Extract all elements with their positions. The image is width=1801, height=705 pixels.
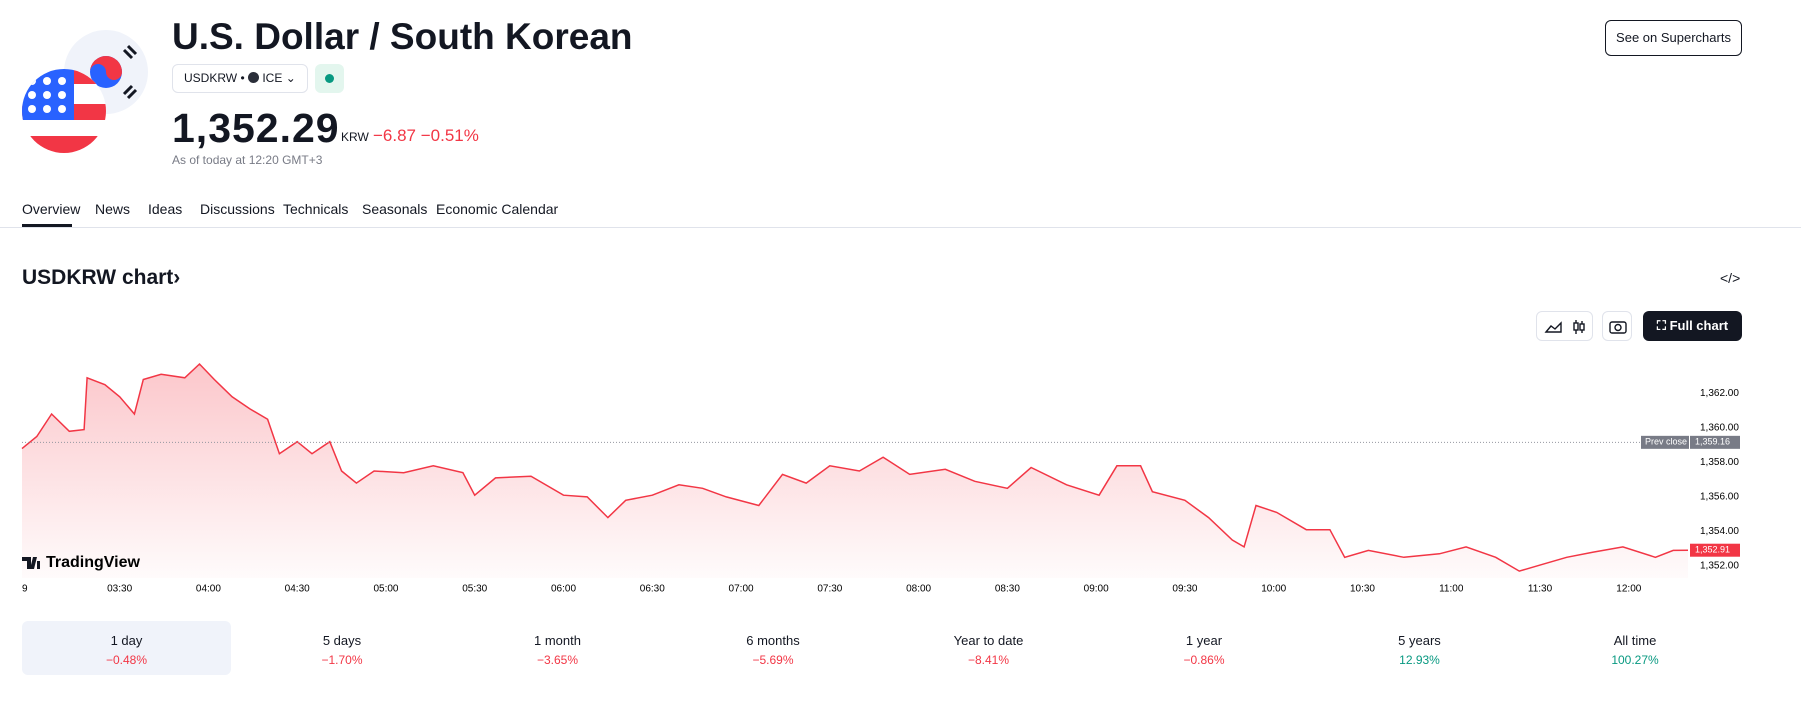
period-card[interactable]: 6 months −5.69% (669, 621, 878, 675)
period-value: 12.93% (1399, 653, 1440, 667)
chart-style-buttons[interactable] (1536, 311, 1593, 341)
period-label: 1 year (1185, 633, 1223, 648)
y-tick-label: 1,354.00 (1700, 526, 1739, 537)
period-card[interactable]: 5 years 12.93% (1315, 621, 1524, 675)
period-label: Year to date (953, 633, 1024, 648)
x-tick-label: 09:00 (1084, 584, 1109, 595)
prev-close-name: Prev close (1645, 437, 1687, 447)
change-percent: −0.51% (420, 126, 479, 145)
tab-underline (22, 224, 72, 227)
x-tick-label: 11:00 (1439, 584, 1464, 595)
x-tick-label: 06:00 (551, 584, 576, 595)
symbol-pill[interactable]: USDKRW • ICE ⌄ (172, 64, 308, 93)
full-chart-button[interactable]: ⛶ Full chart (1643, 311, 1742, 341)
tab[interactable]: Economic Calendar (436, 201, 559, 217)
period-value: −3.65% (536, 653, 579, 667)
period-value: −5.69% (752, 653, 794, 667)
period-label: 5 years (1398, 633, 1441, 648)
period-label: 1 month (534, 633, 581, 648)
period-card[interactable]: Year to date −8.41% (884, 621, 1093, 675)
chart: 1,352.00 1,354.00 1,356.00 1,358.00 1,360.00… (21, 362, 1740, 595)
period-card[interactable]: 5 days −1.70% (238, 621, 447, 675)
period-label: 6 months (746, 633, 800, 648)
title: U.S. Dollar / South Korean (172, 16, 633, 57)
prev-close-tag (1641, 435, 1689, 449)
tab[interactable]: Ideas (148, 201, 183, 217)
x-tick-label: 05:30 (462, 584, 487, 595)
x-tick-label: 04:30 (285, 584, 310, 595)
symbol: USDKRW (184, 71, 238, 85)
divider (0, 227, 1801, 228)
x-tick-label: 08:00 (906, 584, 931, 595)
change-value: −6.87 (373, 126, 417, 145)
price: 1,352.29 (172, 105, 340, 151)
period-label: 5 days (322, 633, 362, 648)
tab[interactable]: Discussions (200, 201, 275, 217)
period-card[interactable]: 1 year −0.86% (1100, 621, 1309, 675)
x-tick-label: 07:00 (729, 584, 754, 595)
tradingview-logo: TradingView (46, 554, 141, 571)
period-value: −1.70% (321, 653, 363, 667)
period-value: −0.48% (105, 653, 148, 667)
x-tick-label: 07:30 (817, 584, 842, 595)
last-value-tag (1690, 543, 1740, 557)
tab[interactable]: Seasonals (362, 201, 428, 217)
period-card[interactable]: 1 day −0.48% (22, 621, 231, 675)
price-line (21, 362, 1689, 572)
area-fill (22, 364, 1688, 578)
x-tick-label: 10:00 (1261, 584, 1286, 595)
x-tick-label: 09:30 (1172, 584, 1197, 595)
y-tick-label: 1,360.00 (1700, 422, 1739, 433)
prev-close-value: 1,359.16 (1695, 437, 1730, 447)
period-value: 100.27% (1611, 653, 1659, 667)
period-value: −0.86% (1183, 653, 1225, 667)
change: −6.87 −0.51% (373, 126, 479, 146)
as-of: As of today at 12:20 GMT+3 (172, 153, 323, 167)
tab[interactable]: News (95, 201, 131, 217)
y-tick-label: 1,362.00 (1700, 388, 1739, 399)
tab[interactable]: Technicals (283, 201, 349, 217)
period-card[interactable]: All time 100.27% (1531, 621, 1740, 675)
last-value: 1,352.91 (1695, 545, 1730, 555)
flag-icons (22, 30, 148, 153)
section-title[interactable]: USDKRW chart› (22, 266, 181, 289)
x-tick-label: 03:30 (107, 584, 132, 595)
full-chart-label: Full chart (1669, 318, 1729, 333)
currency: KRW (341, 130, 369, 144)
period-card[interactable]: 1 month −3.65% (453, 621, 662, 675)
x-tick-label: 11:30 (1528, 584, 1553, 595)
x-tick-label: 06:30 (640, 584, 665, 595)
y-tick-label: 1,356.00 (1700, 492, 1739, 503)
embed-icon[interactable]: </> (1720, 270, 1741, 286)
period-label: All time (1613, 633, 1657, 648)
exchange: ICE (262, 71, 283, 85)
x-tick-label: 05:00 (373, 584, 398, 595)
period-label: 1 day (110, 633, 143, 648)
x-tick-label: 04:00 (196, 584, 221, 595)
x-tick-label: 10:30 (1350, 584, 1375, 595)
status (315, 64, 344, 93)
x-tick-label: 9 (22, 584, 28, 595)
tab[interactable]: Overview (22, 201, 81, 217)
period-value: −8.41% (967, 653, 1010, 667)
logo-mark (22, 557, 40, 569)
x-tick-label: 12:00 (1616, 584, 1641, 595)
supercharts-button[interactable]: See on Supercharts (1605, 20, 1742, 56)
x-tick-label: 08:30 (995, 584, 1020, 595)
snapshot-button[interactable] (1602, 311, 1632, 341)
y-tick-label: 1,352.00 (1700, 561, 1739, 572)
y-tick-label: 1,358.00 (1700, 457, 1739, 468)
prev-close-value-tag (1690, 435, 1740, 449)
